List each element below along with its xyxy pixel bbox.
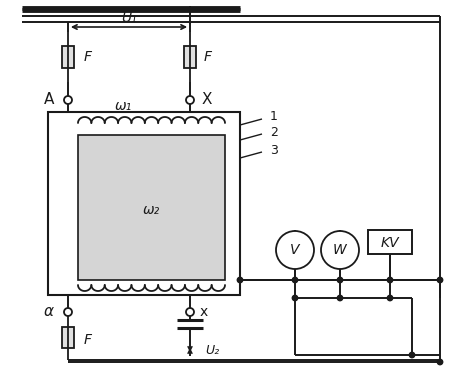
Bar: [48, 112, 240, 295]
Text: A: A: [44, 92, 54, 108]
Circle shape: [388, 277, 392, 282]
Text: ω₁: ω₁: [114, 99, 132, 113]
Text: 3: 3: [270, 144, 278, 157]
Text: 2: 2: [270, 125, 278, 138]
Circle shape: [438, 277, 443, 282]
Bar: [78, 135, 225, 280]
Text: 1: 1: [270, 111, 278, 124]
Bar: [62, 327, 74, 348]
Text: ω₂: ω₂: [143, 203, 160, 217]
Circle shape: [64, 96, 72, 104]
Bar: [368, 230, 412, 254]
Circle shape: [337, 277, 343, 282]
Circle shape: [292, 296, 298, 301]
Bar: [62, 46, 74, 68]
Circle shape: [186, 96, 194, 104]
Circle shape: [337, 296, 343, 301]
Circle shape: [292, 277, 298, 282]
Circle shape: [438, 360, 443, 365]
Text: x: x: [200, 305, 208, 319]
Circle shape: [186, 308, 194, 316]
Text: F: F: [84, 50, 92, 64]
Text: F: F: [204, 50, 212, 64]
Text: U₁: U₁: [121, 11, 137, 25]
Text: V: V: [290, 243, 300, 257]
Text: F: F: [84, 333, 92, 347]
Text: X: X: [202, 92, 212, 108]
Text: U₂: U₂: [205, 343, 219, 357]
Text: α: α: [44, 304, 54, 319]
Text: W: W: [333, 243, 347, 257]
Text: KV: KV: [381, 236, 399, 250]
Circle shape: [388, 296, 392, 301]
Circle shape: [237, 277, 243, 282]
Circle shape: [321, 231, 359, 269]
Circle shape: [276, 231, 314, 269]
Circle shape: [410, 352, 414, 357]
Bar: [184, 46, 196, 68]
Circle shape: [64, 308, 72, 316]
